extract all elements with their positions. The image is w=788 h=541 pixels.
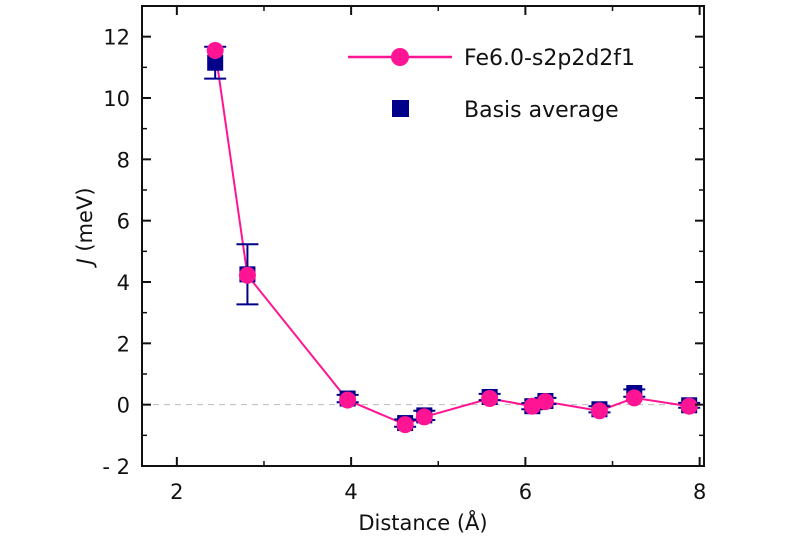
main-series-markers [206, 41, 698, 434]
y-tick-label: 10 [103, 87, 130, 111]
plot-frame [141, 5, 705, 467]
y-axis-label: J (meV) [73, 187, 97, 268]
main-series-point [536, 393, 554, 411]
main-series-point [625, 389, 643, 407]
main-series-point [238, 266, 256, 284]
y-tick-label: 12 [103, 26, 130, 50]
y-tick-label: - 2 [102, 455, 130, 479]
basis-average-point [207, 54, 224, 71]
x-tick-label: 4 [344, 480, 357, 504]
x-tick-label: 8 [693, 480, 706, 504]
main-series-point [680, 397, 698, 415]
legend-main-label: Fe6.0-s2p2d2f1 [464, 46, 635, 71]
y-tick-label: 6 [117, 210, 130, 234]
x-axis-ticks: 2 4 6 8 [170, 6, 706, 504]
legend-avg-label: Basis average [464, 98, 619, 123]
legend: Fe6.0-s2p2d2f1 Basis average [348, 46, 635, 123]
y-axis-ticks: - 2 0 2 4 6 8 10 12 [102, 5, 704, 479]
main-series-point [481, 390, 499, 408]
y-tick-label: 0 [117, 394, 130, 418]
main-series-point [339, 391, 357, 409]
x-axis-label: Distance (Å) [358, 509, 487, 535]
y-axis-label-symbol: J [73, 258, 97, 268]
main-series-point [523, 397, 541, 415]
x-tick-label: 2 [170, 480, 183, 504]
main-series-point [396, 416, 414, 434]
basis-average-markers [207, 54, 698, 432]
y-tick-label: 8 [117, 148, 130, 172]
main-series-point [590, 402, 608, 420]
main-series-point [415, 408, 433, 426]
x-tick-label: 6 [519, 480, 532, 504]
y-tick-label: 4 [117, 271, 130, 295]
y-tick-label: 2 [117, 332, 130, 356]
y-axis-label-unit: (meV) [73, 187, 97, 258]
main-series-point [206, 41, 224, 59]
error-bars [204, 45, 701, 428]
legend-avg-marker [392, 100, 409, 117]
legend-main-marker [391, 48, 409, 66]
